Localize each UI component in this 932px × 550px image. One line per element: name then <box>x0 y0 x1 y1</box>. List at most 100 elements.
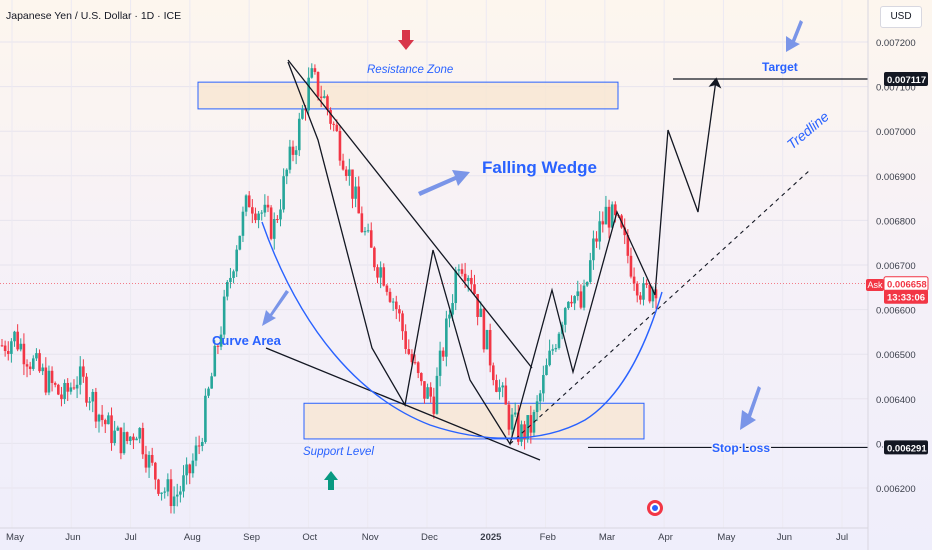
candle-body <box>332 123 335 125</box>
wedge-lower-line <box>265 347 541 461</box>
candle-body <box>513 412 517 415</box>
tredline-label: Tredline <box>784 108 832 152</box>
currency-button[interactable]: USD <box>880 6 922 28</box>
candle-body <box>60 394 63 400</box>
candle-body <box>642 283 645 300</box>
candle-body <box>341 160 345 170</box>
countdown-badge: 13:33:06 <box>887 293 925 304</box>
candle-body <box>254 213 257 221</box>
wedge-zigzag <box>287 61 656 446</box>
y-tick-label: 0.006400 <box>876 395 916 406</box>
candle-body <box>138 428 141 439</box>
candle-body <box>197 445 201 447</box>
candle-body <box>510 414 514 430</box>
x-tick-label: May <box>6 532 24 543</box>
candle-body <box>488 329 492 366</box>
projection-path <box>654 77 722 296</box>
candle-body <box>188 464 192 474</box>
candle-body <box>210 376 213 389</box>
candle-body <box>557 333 561 348</box>
support-label: Support Level <box>303 446 374 458</box>
candle-body <box>260 212 264 214</box>
candle-body <box>463 273 467 282</box>
candle-body <box>69 387 73 392</box>
candle-body <box>482 308 486 350</box>
candle-body <box>654 289 658 299</box>
candle-body <box>169 479 173 507</box>
y-tick-label: 0.006600 <box>876 306 916 317</box>
candle-body <box>460 269 464 274</box>
candle-body <box>128 436 132 442</box>
candle-body <box>329 109 332 124</box>
candle-body <box>10 341 13 354</box>
candle-body <box>22 343 26 365</box>
candle-body <box>429 387 432 397</box>
candle-body <box>563 308 567 325</box>
candle-body <box>28 366 32 369</box>
candle-body <box>479 308 483 317</box>
candle-body <box>204 395 207 443</box>
candle-body <box>288 146 292 170</box>
candle-body <box>53 382 57 385</box>
candle-body <box>376 267 379 278</box>
x-tick-label: May <box>717 532 735 543</box>
candle-body <box>269 207 273 239</box>
y-tick-label: 0.006800 <box>876 216 916 227</box>
candle-body <box>635 283 639 296</box>
candle-body <box>154 462 157 480</box>
stop-price-badge: 0.006291 <box>887 443 927 454</box>
us-flag-core <box>652 505 658 511</box>
candle-body <box>385 285 389 292</box>
candle-body <box>116 427 120 431</box>
candle-body <box>279 209 282 220</box>
candle-body <box>360 213 364 233</box>
candle-body <box>529 415 533 433</box>
candle-body <box>554 347 558 350</box>
candle-body <box>354 186 357 199</box>
candle-body <box>598 221 601 242</box>
candle-body <box>35 353 38 359</box>
candle-body <box>160 492 163 494</box>
up-arrow-icon <box>324 471 338 490</box>
candle-body <box>263 204 267 213</box>
candle-body <box>517 412 520 442</box>
candle-body <box>457 269 461 271</box>
candle-body <box>50 370 54 383</box>
candle-body <box>141 428 145 455</box>
wedge-label: Falling Wedge <box>482 158 597 177</box>
x-tick-label: Jul <box>125 532 137 543</box>
candle-body <box>285 169 289 177</box>
candle-body <box>85 376 88 403</box>
candle-body <box>175 494 179 497</box>
candle-body <box>326 96 329 110</box>
candle-body <box>435 375 439 414</box>
candle-body <box>323 96 326 98</box>
trendline-dashed <box>509 169 811 445</box>
candle-body <box>651 289 655 302</box>
candle-body <box>147 454 151 468</box>
candle-body <box>485 329 489 350</box>
candle-body <box>310 68 314 78</box>
candle-body <box>470 277 473 285</box>
y-tick-label: 0.006900 <box>876 172 916 183</box>
candle-body <box>107 415 110 425</box>
candle-body <box>501 385 504 388</box>
candle-body <box>441 350 445 357</box>
candle-body <box>66 382 70 392</box>
x-tick-label: Aug <box>184 532 201 543</box>
candle-body <box>498 387 501 392</box>
y-tick-label: 0.007100 <box>876 83 916 94</box>
candle-body <box>601 221 605 225</box>
candle-body <box>313 68 317 72</box>
candle-body <box>573 296 576 304</box>
candle-body <box>247 195 251 208</box>
candle-body <box>335 124 339 131</box>
candle-body <box>229 277 232 283</box>
candle-body <box>276 218 279 220</box>
target-pointer-icon <box>786 20 803 52</box>
candle-body <box>63 382 66 400</box>
x-tick-label: Jul <box>836 532 848 543</box>
candle-body <box>100 414 104 421</box>
candle-body <box>595 238 598 242</box>
